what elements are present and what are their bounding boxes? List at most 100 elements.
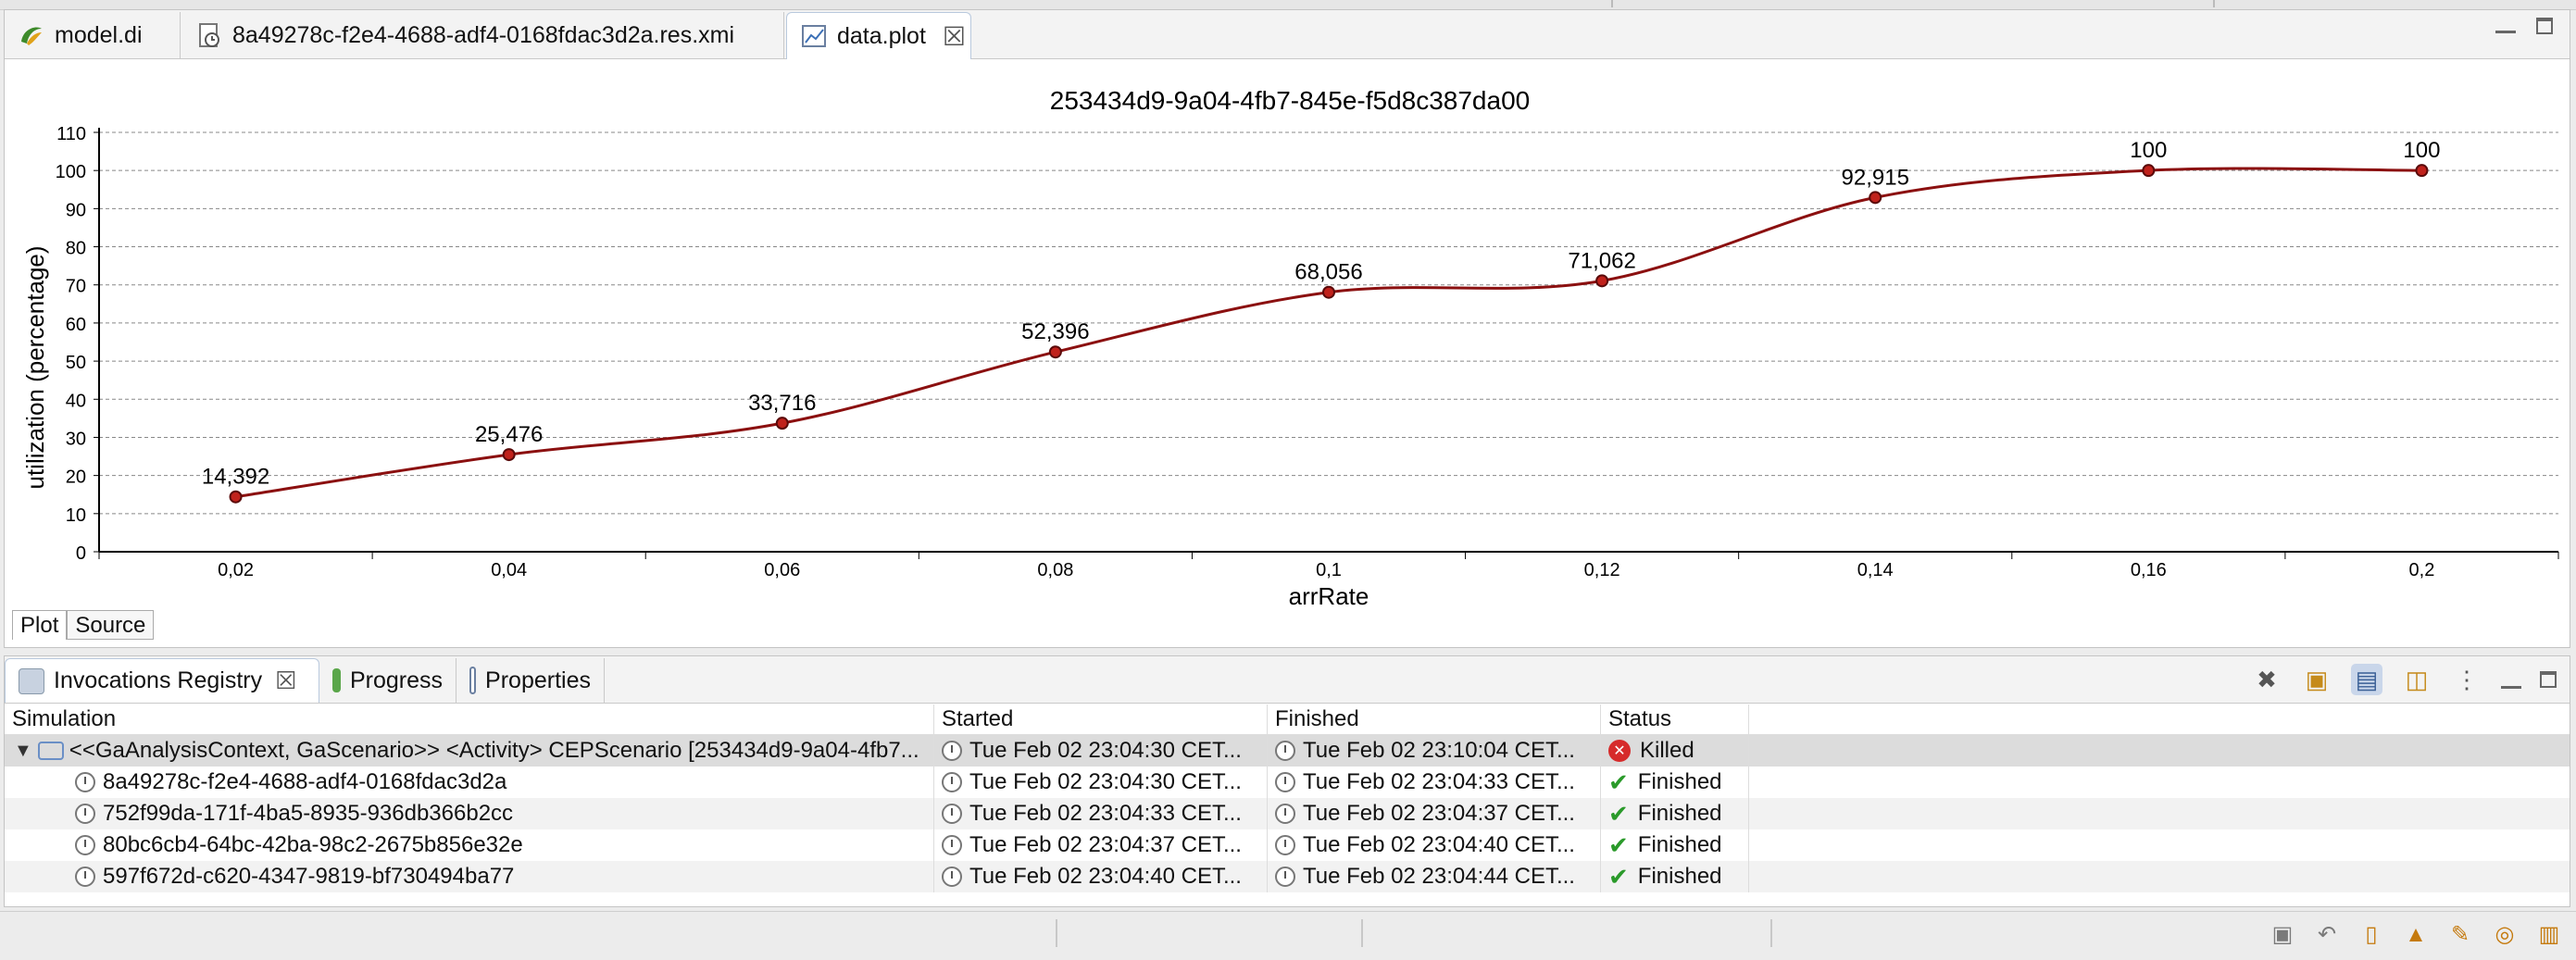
- open-folder-icon[interactable]: ▣: [2305, 666, 2329, 693]
- briefcase-icon[interactable]: ▥: [2538, 922, 2560, 947]
- tab-res-xmi[interactable]: 8a49278c-f2e4-4688-adf4-0168fdac3d2a.res…: [182, 12, 784, 58]
- status-bar-icons: ▣ ↶ ▯ ▲ ✎ ◎ ▥: [2269, 921, 2563, 949]
- y-tick-label: 60: [66, 315, 86, 335]
- started-time: Tue Feb 02 23:04:37 CET...: [969, 832, 1242, 857]
- data-label: 33,716: [748, 391, 816, 416]
- data-label: 92,915: [1842, 165, 1909, 190]
- maximize-icon[interactable]: [2540, 671, 2557, 688]
- data-point[interactable]: [2415, 164, 2429, 178]
- editor-window-controls: [2495, 18, 2553, 34]
- book-icon[interactable]: ▯: [2365, 922, 2378, 947]
- data-point[interactable]: [2142, 164, 2156, 178]
- y-tick-label: 90: [66, 200, 86, 220]
- table-row[interactable]: 8a49278c-f2e4-4688-adf4-0168fdac3d2a Tue…: [5, 767, 2570, 798]
- data-label: 71,062: [1568, 248, 1635, 273]
- table-row[interactable]: 752f99da-171f-4ba5-8935-936db366b2cc Tue…: [5, 798, 2570, 829]
- simulation-name: 752f99da-171f-4ba5-8935-936db366b2cc: [103, 801, 514, 826]
- simulation-name: 80bc6cb4-64bc-42ba-98c2-2675b856e32e: [103, 832, 523, 857]
- tab-source[interactable]: Source: [67, 610, 155, 640]
- x-tick-label: 0,12: [1584, 560, 1620, 580]
- undo-icon[interactable]: ↶: [2317, 922, 2337, 947]
- editor-tab-bar: model.di 8a49278c-f2e4-4688-adf4-0168fda…: [5, 10, 2570, 59]
- invocations-table: Simulation Started Finished Status ▼ <<G…: [5, 704, 2570, 892]
- y-tick-label: 110: [56, 124, 86, 144]
- column-header-simulation[interactable]: Simulation: [5, 704, 934, 734]
- tab-data-plot[interactable]: data.plot ☒: [786, 12, 971, 59]
- x-tick-label: 0,2: [2409, 560, 2435, 580]
- tab-model-di[interactable]: model.di: [5, 12, 181, 58]
- panel-toolbar: ✖ ▣ ▤ ◫ ⋮: [2251, 664, 2557, 695]
- tutorial-icon[interactable]: ▲: [2405, 922, 2427, 947]
- started-time: Tue Feb 02 23:04:40 CET...: [969, 864, 1242, 889]
- close-icon[interactable]: ☒: [275, 667, 297, 694]
- status-text: Finished: [1637, 832, 1722, 857]
- y-tick-label: 10: [66, 505, 86, 526]
- y-tick-label: 70: [66, 277, 86, 297]
- registry-icon: [19, 667, 44, 694]
- data-label: 100: [2130, 138, 2167, 163]
- status-text: Killed: [1640, 738, 1694, 763]
- column-header-finished[interactable]: Finished: [1268, 704, 1601, 734]
- table-row[interactable]: ▼ <<GaAnalysisContext, GaScenario>> <Act…: [5, 735, 2570, 767]
- remove-all-icon[interactable]: ✖: [2257, 666, 2277, 693]
- x-tick-label: 0,06: [764, 560, 800, 580]
- finished-time: Tue Feb 02 23:04:37 CET...: [1303, 801, 1575, 826]
- clock-icon: [942, 835, 962, 855]
- x-tick-label: 0,1: [1316, 560, 1342, 580]
- status-text: Finished: [1637, 769, 1722, 794]
- collapse-arrow-icon[interactable]: ▼: [14, 740, 32, 761]
- status-text: Finished: [1637, 801, 1722, 826]
- y-tick-label: 0: [76, 543, 86, 564]
- minimize-icon[interactable]: [2501, 685, 2521, 689]
- data-point[interactable]: [502, 448, 516, 462]
- tab-plot[interactable]: Plot: [12, 610, 68, 640]
- plot-icon: [800, 22, 828, 50]
- progress-icon: [332, 668, 341, 692]
- show-console-icon[interactable]: ▤: [2351, 664, 2382, 695]
- clock-icon: [1275, 866, 1295, 887]
- clock-icon: [1275, 741, 1295, 761]
- y-tick-label: 80: [66, 239, 86, 259]
- view-menu-icon[interactable]: ⋮: [2455, 666, 2479, 693]
- wand-icon[interactable]: ✎: [2450, 922, 2470, 947]
- y-axis-label: utilization (percentage): [21, 245, 49, 489]
- x-tick-label: 0,16: [2131, 560, 2167, 580]
- minimize-icon[interactable]: [2495, 31, 2516, 33]
- tab-progress[interactable]: Progress: [319, 658, 456, 703]
- table-row[interactable]: 80bc6cb4-64bc-42ba-98c2-2675b856e32e Tue…: [5, 829, 2570, 861]
- chart-title: 253434d9-9a04-4fb7-845e-f5d8c387da00: [1050, 86, 1530, 115]
- x-axis-label: arrRate: [1289, 582, 1369, 610]
- data-point[interactable]: [1595, 274, 1609, 288]
- console-error-icon[interactable]: ▣: [2271, 922, 2294, 947]
- editor-bottom-tabs: Plot Source: [12, 610, 155, 640]
- data-label: 68,056: [1294, 260, 1362, 285]
- checkmark-icon: ✔: [1608, 830, 1629, 859]
- column-header-status[interactable]: Status: [1601, 704, 1749, 734]
- y-tick-label: 20: [66, 468, 86, 488]
- tab-label: 8a49278c-f2e4-4688-adf4-0168fdac3d2a.res…: [232, 21, 735, 48]
- data-point[interactable]: [1869, 191, 1882, 205]
- y-tick-label: 50: [66, 353, 86, 373]
- help-icon[interactable]: ◎: [2495, 922, 2515, 947]
- invocations-panel: Invocations Registry ☒ Progress Properti…: [4, 655, 2570, 907]
- clock-icon: [942, 866, 962, 887]
- analysis-context-icon: [37, 742, 64, 760]
- data-point[interactable]: [1048, 345, 1062, 359]
- properties-icon: [469, 667, 477, 694]
- data-point[interactable]: [1322, 285, 1335, 299]
- tab-properties[interactable]: Properties: [456, 658, 605, 703]
- table-row[interactable]: 597f672d-c620-4347-9819-bf730494ba77 Tue…: [5, 861, 2570, 892]
- data-point[interactable]: [775, 417, 789, 430]
- status-separator: [1770, 919, 1772, 947]
- close-icon[interactable]: ☒: [942, 21, 967, 51]
- panel-tab-bar: Invocations Registry ☒ Progress Properti…: [5, 656, 2570, 704]
- data-point[interactable]: [229, 490, 243, 504]
- maximize-icon[interactable]: [2536, 18, 2553, 34]
- clock-icon: [75, 835, 95, 855]
- column-header-started[interactable]: Started: [934, 704, 1268, 734]
- tab-invocations-registry[interactable]: Invocations Registry ☒: [5, 658, 319, 703]
- new-view-icon[interactable]: ◫: [2405, 666, 2429, 693]
- data-label: 25,476: [475, 422, 543, 447]
- checkmark-icon: ✔: [1608, 799, 1629, 828]
- x-tick-label: 0,14: [1857, 560, 1894, 580]
